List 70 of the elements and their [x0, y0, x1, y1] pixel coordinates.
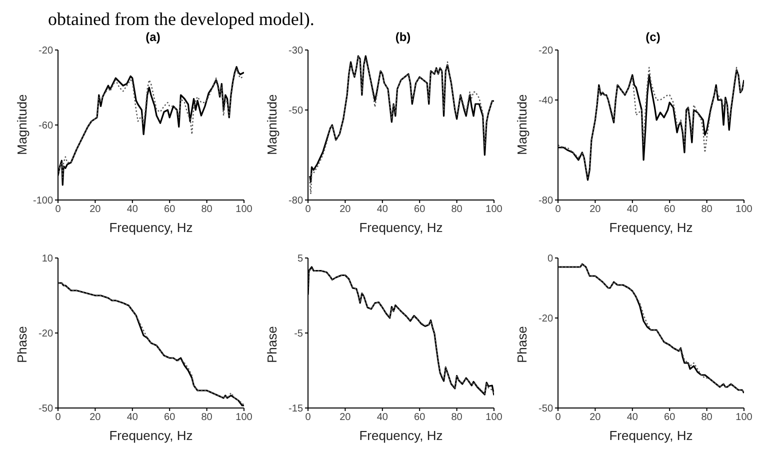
x-tick-label: 20	[90, 412, 102, 424]
x-tick-label: 40	[126, 412, 138, 424]
chart-title: (c)	[644, 30, 662, 44]
x-tick-label: 80	[201, 204, 213, 216]
y-tick-label: -50	[538, 404, 554, 415]
y-tick-label: -30	[288, 46, 304, 57]
x-tick-label: 0	[305, 412, 312, 424]
x-tick-label: 100	[236, 412, 253, 424]
x-tick-label: 100	[486, 204, 503, 216]
y-tick-label: -40	[538, 96, 554, 107]
x-tick-label: 100	[486, 412, 503, 424]
x-tick-label: 20	[340, 412, 352, 424]
x-axis-title: Frequency, Hz	[359, 220, 443, 235]
y-tick-label: -20	[538, 46, 554, 57]
x-tick-label: 60	[164, 412, 176, 424]
x-tick-label: 0	[55, 412, 62, 424]
x-tick-label: 0	[55, 204, 62, 216]
x-axis-title: Frequency, Hz	[609, 220, 693, 235]
y-axis-title: Phase	[264, 326, 280, 363]
x-tick-label: 40	[376, 204, 388, 216]
x-tick-label: 20	[90, 204, 102, 216]
x-tick-label: 80	[701, 204, 713, 216]
y-tick-label: -20	[538, 314, 554, 325]
x-tick-label: 40	[126, 204, 138, 216]
x-tick-label: 40	[376, 412, 388, 424]
chart-title: (b)	[394, 30, 412, 44]
y-axis-title: Phase	[514, 326, 530, 363]
y-tick-label: 0	[547, 254, 554, 265]
x-tick-label: 60	[164, 204, 176, 216]
x-tick-label: 100	[736, 412, 753, 424]
chart-title: (a)	[144, 30, 162, 44]
x-axis-title: Frequency, Hz	[359, 428, 443, 443]
x-axis-title: Frequency, Hz	[109, 220, 193, 235]
x-tick-label: 80	[451, 204, 463, 216]
y-axis-title: Magnitude	[264, 94, 280, 155]
x-tick-label: 40	[626, 204, 638, 216]
y-tick-label: -60	[38, 120, 54, 132]
y-tick-label: -80	[288, 196, 304, 207]
x-tick-label: 40	[626, 412, 638, 424]
x-tick-label: 0	[555, 412, 562, 424]
x-tick-label: 80	[701, 412, 713, 424]
y-tick-label: -80	[538, 196, 554, 207]
x-tick-label: 60	[664, 204, 676, 216]
x-tick-label: 100	[736, 204, 753, 216]
x-tick-label: 20	[340, 204, 352, 216]
x-tick-label: 60	[414, 412, 426, 424]
x-tick-label: 100	[236, 204, 253, 216]
y-axis-title: Phase	[14, 326, 30, 363]
x-tick-label: 0	[555, 204, 562, 216]
x-tick-label: 60	[664, 412, 676, 424]
x-tick-label: 20	[590, 204, 602, 216]
x-tick-label: 60	[414, 204, 426, 216]
text: obtained from the developed model).	[48, 9, 314, 29]
y-tick-label: -100	[32, 196, 54, 207]
y-axis-title: Magnitude	[514, 94, 530, 155]
y-tick-label: -50	[288, 106, 304, 117]
x-tick-label: 80	[451, 412, 463, 424]
x-tick-label: 80	[201, 412, 213, 424]
x-tick-label: 0	[305, 204, 312, 216]
x-tick-label: 20	[590, 412, 602, 424]
y-tick-label: -20	[38, 46, 54, 57]
y-axis-title: Magnitude	[14, 94, 30, 155]
x-axis-title: Frequency, Hz	[609, 428, 693, 443]
y-tick-label: 5	[297, 254, 304, 265]
y-tick-label: -50	[38, 404, 54, 415]
y-tick-label: -15	[288, 404, 304, 415]
y-tick-label: -5	[294, 328, 304, 340]
x-axis-title: Frequency, Hz	[109, 428, 193, 443]
y-tick-label: -20	[38, 328, 54, 340]
y-tick-label: 10	[42, 254, 54, 265]
